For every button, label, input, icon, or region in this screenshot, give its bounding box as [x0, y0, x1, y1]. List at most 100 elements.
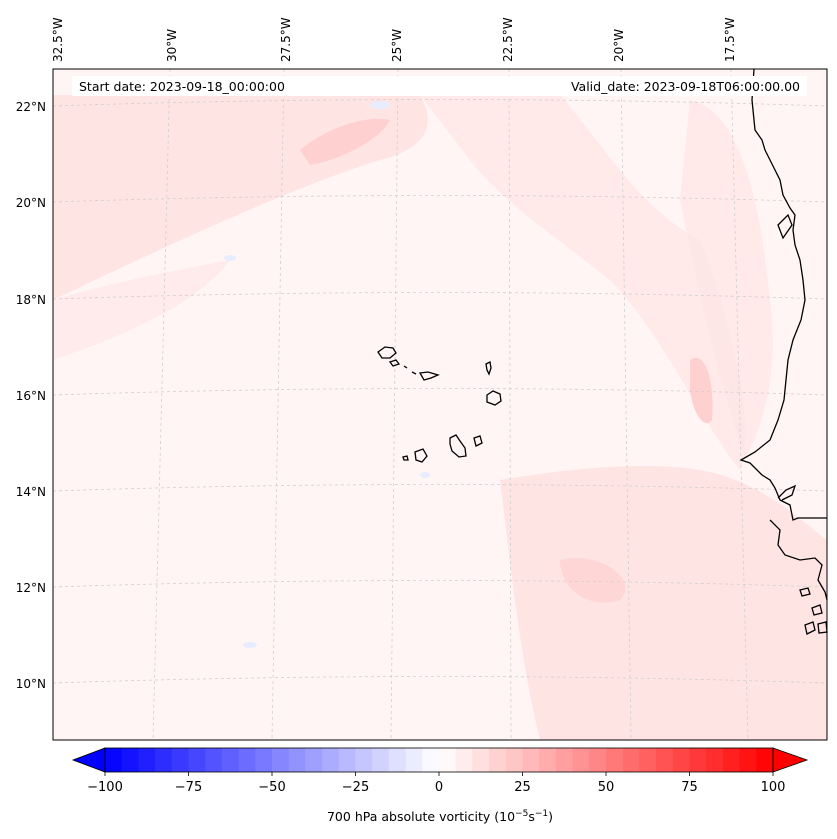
colorbar: −100 −75 −50 −25 0 25 50 75 100 700 hPa absolute… — [71, 747, 809, 824]
meridian-line — [152, 68, 171, 741]
lon-label: 20°W — [612, 29, 626, 62]
colorbar-segment — [589, 748, 607, 772]
vorticity-patch-southeast — [560, 558, 626, 603]
colorbar-segment — [105, 748, 123, 772]
lat-label: 12°N — [16, 581, 46, 595]
island-santo-antao — [377, 346, 397, 359]
colorbar-segment — [422, 748, 440, 772]
colorbar-label: 700 hPa absolute vorticity (10−5s−1) — [327, 809, 553, 824]
vorticity-band-east-coast — [680, 100, 773, 460]
colorbar-segment — [639, 748, 657, 772]
meridian-line — [390, 68, 399, 741]
coastline-gambia — [777, 484, 797, 501]
coastline-bijagos-2 — [811, 604, 823, 616]
colorbar-segment — [505, 748, 523, 772]
colorbar-ticks: −100 −75 −50 −25 0 25 50 75 100 — [87, 772, 785, 795]
vorticity-patch-north — [300, 118, 390, 165]
lat-label: 22°N — [16, 100, 46, 114]
lon-label: 27.5°W — [279, 17, 293, 62]
colorbar-max-extend — [772, 747, 809, 773]
island-maio — [473, 435, 483, 447]
colorbar-segment — [739, 748, 757, 772]
colorbar-segment — [155, 748, 173, 772]
vorticity-negative-spots — [224, 101, 430, 648]
colorbar-segment — [121, 748, 139, 772]
island-sao-vicente — [388, 359, 401, 367]
colorbar-segment — [555, 748, 574, 772]
parallel-line — [52, 292, 828, 300]
lon-label: 17.5°W — [723, 17, 737, 62]
colorbar-segment — [522, 748, 540, 772]
island-santiago — [449, 434, 467, 458]
island-fogo — [414, 448, 428, 463]
valid-date-label: Valid_date: 2023-09-18T06:00:00.00 — [571, 79, 800, 94]
parallel-line — [52, 388, 828, 396]
colorbar-segment — [689, 748, 707, 772]
longitude-labels: 32.5°W 30°W 27.5°W 25°W 22.5°W 20°W 17.5… — [51, 17, 737, 62]
colorbar-tick-label: −100 — [87, 780, 123, 795]
colorbar-segment — [489, 748, 507, 772]
coastline-mauritania-senegal — [739, 68, 827, 521]
colorbar-segment — [539, 748, 557, 772]
colorbar-segment — [439, 748, 457, 772]
latitude-labels: 22°N 20°N 18°N 16°N 14°N 12°N 10°N — [16, 100, 46, 691]
parallel-line — [52, 676, 828, 684]
map-gridlines — [52, 68, 828, 741]
colorbar-tick-label: −50 — [258, 780, 285, 795]
map-panel: Start date: 2023-09-18_00:00:00 Valid_da… — [52, 68, 828, 741]
coastline-bijagos-1 — [799, 587, 811, 597]
lon-label: 22.5°W — [501, 17, 515, 62]
colorbar-segment — [322, 748, 340, 772]
colorbar-segment — [305, 748, 323, 772]
vorticity-patches — [300, 118, 713, 603]
colorbar-segment — [238, 748, 256, 772]
vorticity-negative-spot — [420, 472, 430, 478]
colorbar-segment — [288, 748, 306, 772]
vorticity-negative-spot — [224, 255, 236, 261]
colorbar-segment — [455, 748, 473, 772]
colorbar-segment — [606, 748, 624, 772]
coastline-guinea-bissau — [769, 519, 828, 601]
colorbar-segment — [722, 748, 741, 772]
coastline-bijagos-3 — [804, 621, 816, 635]
lon-label: 32.5°W — [51, 17, 65, 62]
info-bar-background — [72, 76, 807, 96]
island-sao-nicolau — [411, 371, 417, 375]
colorbar-segment — [472, 748, 490, 772]
colorbar-segment — [388, 748, 407, 772]
meridian-line — [620, 68, 632, 741]
vorticity-band-southeast — [500, 465, 827, 740]
parallel-line — [52, 99, 828, 107]
colorbar-min-extend — [71, 747, 106, 773]
colorbar-segment — [572, 748, 590, 772]
island-santa-luzia — [403, 365, 408, 369]
start-date-label: Start date: 2023-09-18_00:00:00 — [79, 79, 285, 94]
west-africa-coastline — [739, 68, 828, 635]
meridian-line — [271, 68, 285, 741]
colorbar-tick-label: 100 — [761, 780, 786, 795]
lat-label: 20°N — [16, 196, 46, 210]
colorbar-segment — [205, 748, 223, 772]
colorbar-segment — [171, 748, 189, 772]
parallel-line — [52, 195, 828, 203]
island-sao-nicolau-main — [418, 371, 440, 381]
colorbar-tick-label: 25 — [514, 780, 531, 795]
colorbar-segment — [255, 748, 273, 772]
colorbar-segment — [706, 748, 724, 772]
colorbar-segment — [656, 748, 674, 772]
vorticity-band-central — [420, 95, 746, 470]
coastline-western-sahara-inlet — [777, 213, 793, 240]
lon-label: 30°W — [165, 29, 179, 62]
lat-label: 18°N — [16, 293, 46, 307]
colorbar-segment — [338, 748, 356, 772]
meridian-line — [508, 68, 512, 741]
colorbar-segments — [105, 748, 774, 772]
meridian-line — [730, 68, 749, 741]
colorbar-segment — [405, 748, 423, 772]
island-brava — [402, 455, 409, 461]
island-sal — [485, 361, 492, 376]
colorbar-segment — [272, 748, 290, 772]
parallel-line — [52, 484, 828, 492]
map-frame — [52, 68, 828, 741]
